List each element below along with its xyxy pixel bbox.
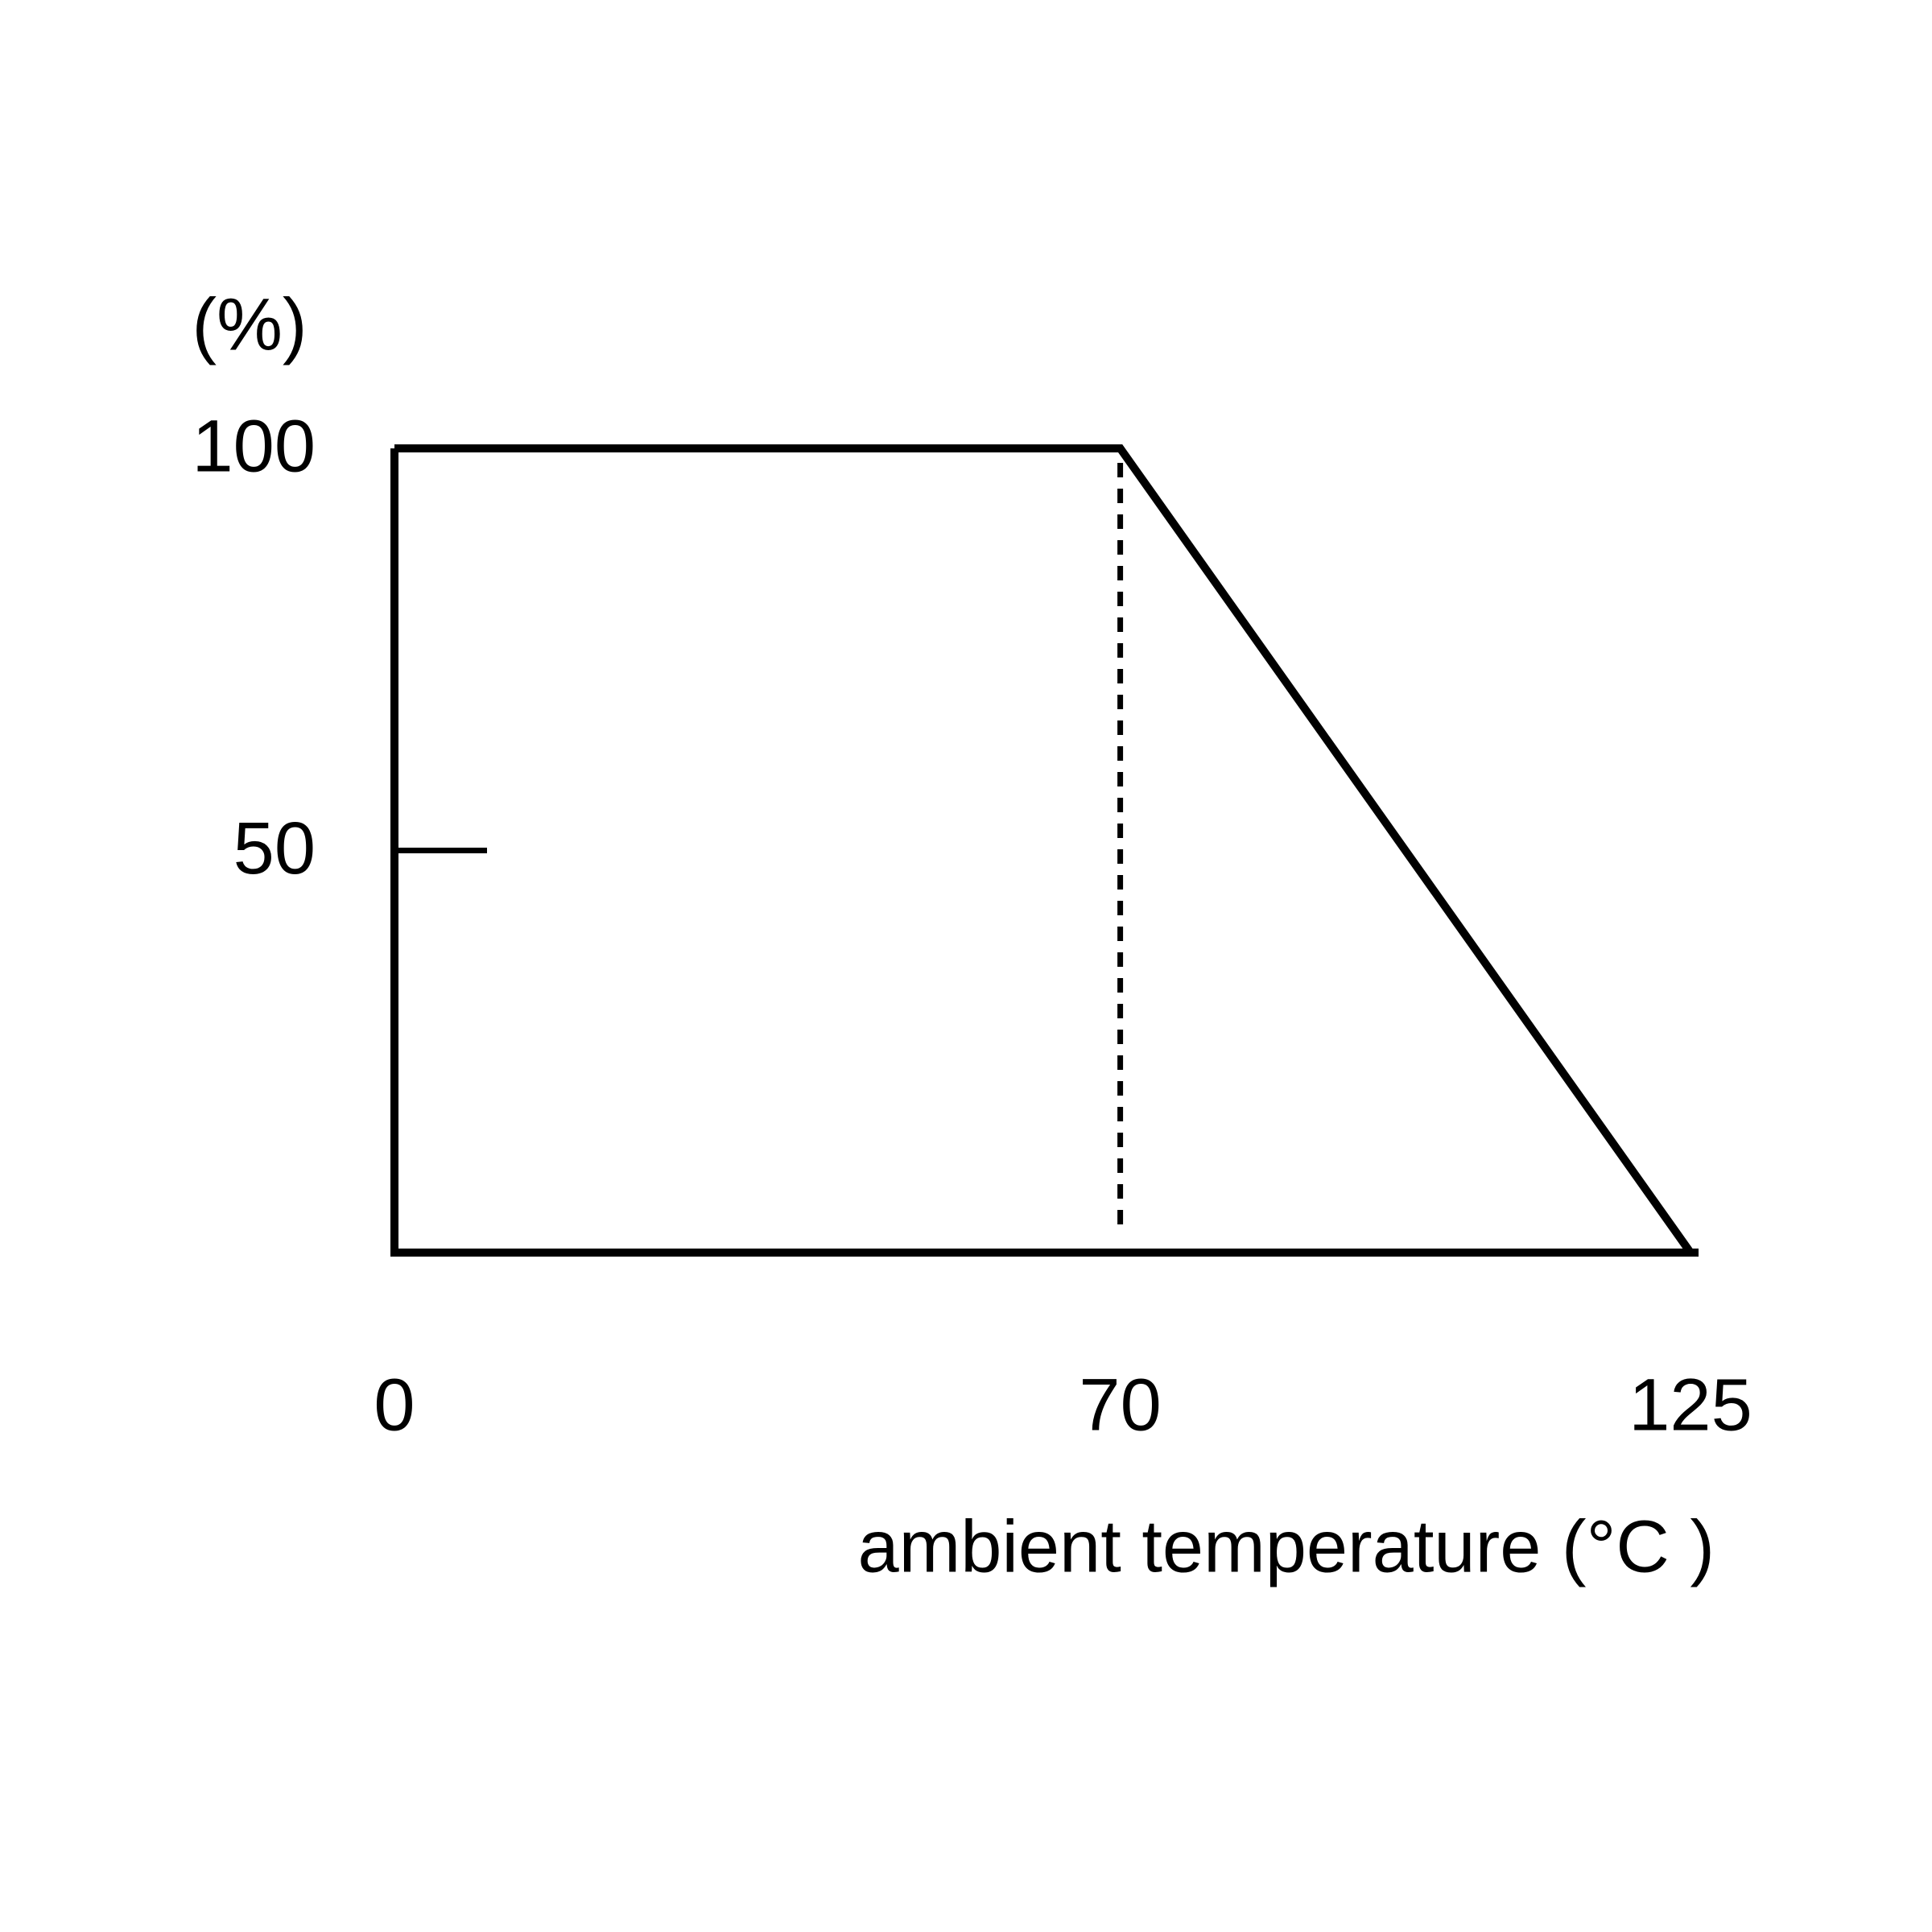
- x-tick-label: 0: [374, 1364, 415, 1446]
- line: [394, 444, 1695, 1255]
- y-axis-label: (%): [192, 283, 307, 365]
- x-tick-label: 125: [1629, 1364, 1752, 1446]
- y-tick-label: 100: [192, 405, 316, 487]
- x-tick-label: 70: [1079, 1364, 1161, 1446]
- y-tick-label: 50: [233, 807, 316, 890]
- x-axis-label: ambient temperature (°C ): [857, 1505, 1715, 1587]
